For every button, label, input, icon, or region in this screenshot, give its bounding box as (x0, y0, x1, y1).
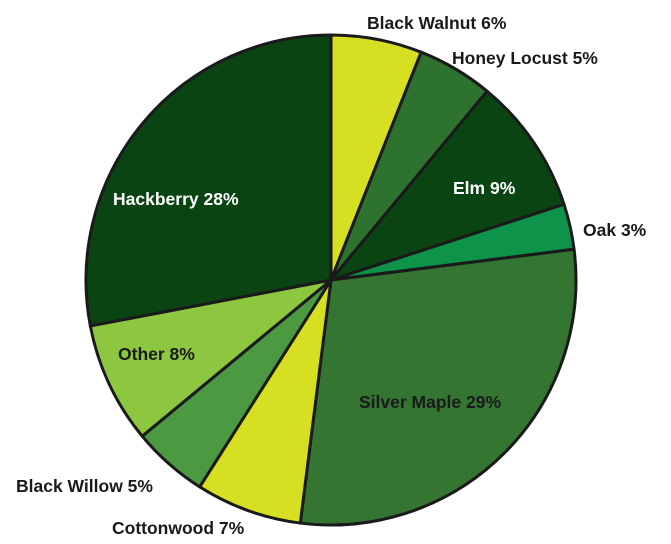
pie-labels: Black Walnut 6% Honey Locust 5% Elm 9% O… (16, 13, 647, 538)
slice-label-hackberry: Hackberry 28% (113, 189, 239, 209)
pie-slice-elm (329, 89, 566, 282)
slice-label-elm: Elm 9% (453, 178, 516, 198)
slice-label-other: Other 8% (118, 344, 195, 364)
slice-label-oak: Oak 3% (583, 220, 647, 240)
slice-label-black-willow: Black Willow 5% (16, 476, 153, 496)
pie-slice-hackberry (84, 33, 333, 328)
pie-slice-other (88, 278, 333, 438)
pie-slice-cottonwood (198, 278, 333, 525)
slice-label-silver-maple: Silver Maple 29% (359, 392, 501, 412)
pie-slice-silver-maple (298, 247, 578, 527)
slice-label-black-walnut: Black Walnut 6% (367, 13, 507, 33)
pie-slices (84, 33, 578, 527)
slice-label-honey-locust: Honey Locust 5% (452, 48, 598, 68)
slice-label-cottonwood: Cottonwood 7% (112, 518, 245, 538)
